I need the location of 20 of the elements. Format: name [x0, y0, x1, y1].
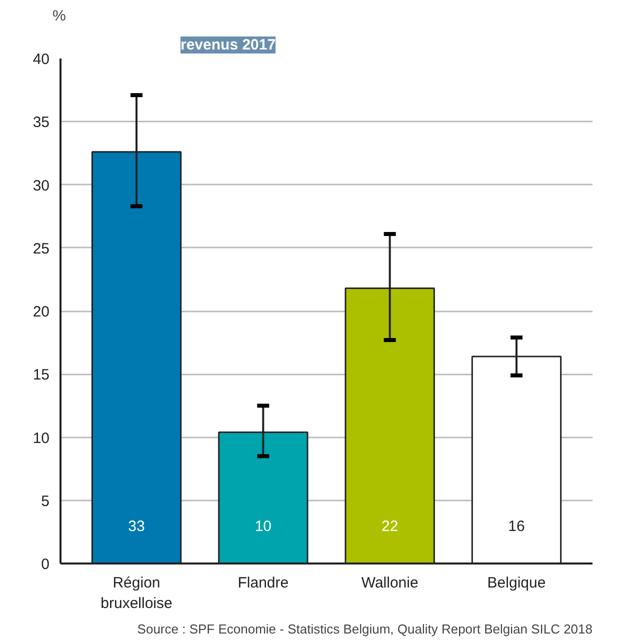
- x-tick-label: Flandre: [238, 574, 289, 592]
- y-tick-label: 40: [32, 51, 50, 68]
- data-label: 10: [254, 518, 272, 536]
- y-tick-label: 30: [32, 177, 50, 194]
- data-label: 22: [381, 518, 398, 536]
- chart-title: revenus 2017: [180, 36, 276, 54]
- y-tick-label: 35: [32, 114, 50, 132]
- data-label: 16: [508, 518, 525, 536]
- source-note: Source : SPF Economie - Statistics Belgium, Quality Report Belgian SILC 2018: [137, 622, 593, 636]
- y-tick-label: 20: [32, 304, 50, 320]
- x-tick-label: Belgique: [487, 574, 546, 592]
- data-label: 33: [128, 518, 145, 536]
- y-tick-label: 15: [32, 366, 50, 384]
- x-tick-label: Région bruxelloise: [100, 574, 172, 612]
- y-tick-label: 5: [41, 492, 50, 510]
- y-tick-label: 25: [32, 240, 50, 258]
- y-tick-label: 0: [41, 556, 50, 573]
- y-tick-label: 10: [32, 430, 50, 447]
- x-tick-label: Wallonie: [361, 574, 418, 592]
- y-axis-title: %: [52, 8, 66, 24]
